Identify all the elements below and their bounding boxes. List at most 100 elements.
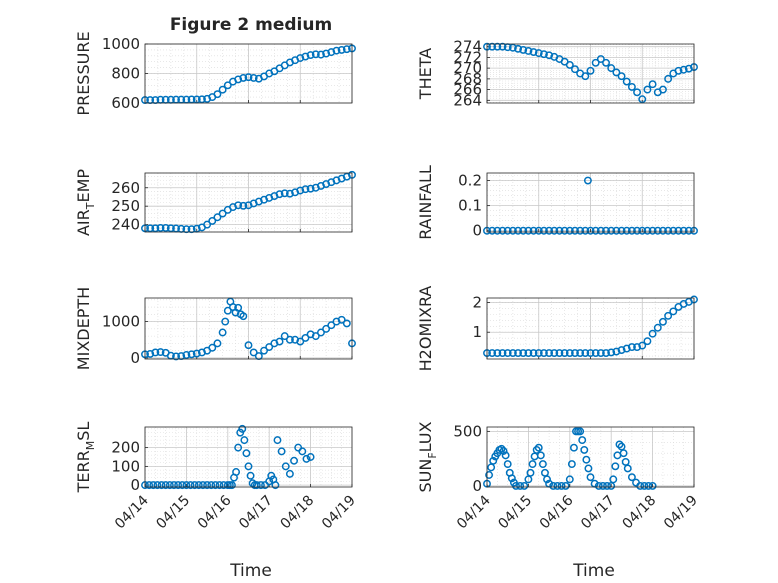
y-axis-label: SUNFLUX [416,421,439,492]
data-point [591,58,600,67]
data-point [643,337,652,346]
data-point [615,440,624,449]
data-point [586,349,595,357]
data-point [653,323,662,332]
data-point [489,456,498,465]
x-tick-label: 04/15 [495,493,535,533]
data-point [260,346,268,355]
x-tick-label: 04/17 [578,493,618,533]
data-point [239,201,248,210]
data-point [203,481,212,490]
data-point [576,226,585,235]
data-point [543,475,551,484]
data-point [234,303,243,312]
data-point [311,332,320,341]
axes-box [486,297,695,360]
data-point [591,226,600,235]
subplot-1: 600 800 1000 PRESSURE [74,31,356,116]
data-point [679,65,688,74]
data-point [534,49,543,58]
data-point [172,352,181,361]
data-point [581,349,590,357]
data-point [550,226,559,235]
data-point [497,444,506,453]
data-point [498,226,507,235]
data-point [567,460,576,469]
y-tick-label: 200 [111,439,140,457]
data-point [488,349,497,357]
x-tick-label: 04/16 [537,492,577,532]
data-point [503,349,512,357]
data-point [199,481,207,490]
data-point [161,481,170,490]
data-point [612,347,621,356]
data-point [528,460,537,469]
data-point [503,226,512,235]
data-point [596,349,605,357]
data-point [337,45,346,54]
data-point [249,348,258,357]
data-point [627,226,636,235]
series-markers [141,424,315,490]
data-point [301,185,310,194]
y-axis-label: MIXDEPTH [74,287,93,370]
data-point [591,349,600,357]
data-point [550,349,559,357]
y-tick-label: 1 [472,323,482,341]
data-point [596,55,605,63]
data-point [627,82,636,91]
x-tick-label: 04/16 [195,492,235,532]
data-point [674,226,683,235]
data-point [186,481,195,490]
data-point [659,85,667,94]
data-point [664,226,673,235]
y-tick-label: 268 [453,70,482,88]
subplot-4: 0 0.1 0.2 RAINFALL [416,165,698,240]
data-point [536,451,545,460]
data-point [627,343,636,352]
data-point [524,226,533,235]
data-point [151,348,160,357]
data-point [203,220,212,229]
data-point [520,481,529,490]
data-point [529,226,538,235]
data-point [234,443,243,452]
data-point [232,468,241,476]
data-point [285,469,294,478]
data-point [213,90,222,99]
data-point [555,226,564,235]
y-axis-label: H2OMIXRA [416,286,435,372]
data-point [565,60,574,69]
y-tick-label: 0 [472,222,482,240]
data-point [211,481,220,490]
data-point [617,72,626,81]
data-point [623,464,632,473]
axes-box [144,172,353,233]
data-point [498,42,507,51]
data-point [545,349,554,357]
data-point [187,225,196,234]
data-point [301,52,310,61]
data-point [532,445,541,454]
data-point [664,311,673,320]
data-point [648,329,657,338]
data-point [607,226,616,235]
data-point [612,226,621,235]
data-point [317,328,325,337]
data-point [611,462,620,471]
data-point [327,321,336,330]
data-point [145,481,154,490]
data-point [534,349,543,357]
data-point [194,481,203,490]
data-point [234,201,243,210]
data-point [166,224,175,233]
data-point [192,349,201,358]
data-point [594,481,603,490]
data-point [633,88,642,97]
series-markers [483,176,698,235]
data-point [227,481,236,490]
data-point [607,64,616,73]
data-point [653,226,662,235]
data-point [669,226,678,235]
